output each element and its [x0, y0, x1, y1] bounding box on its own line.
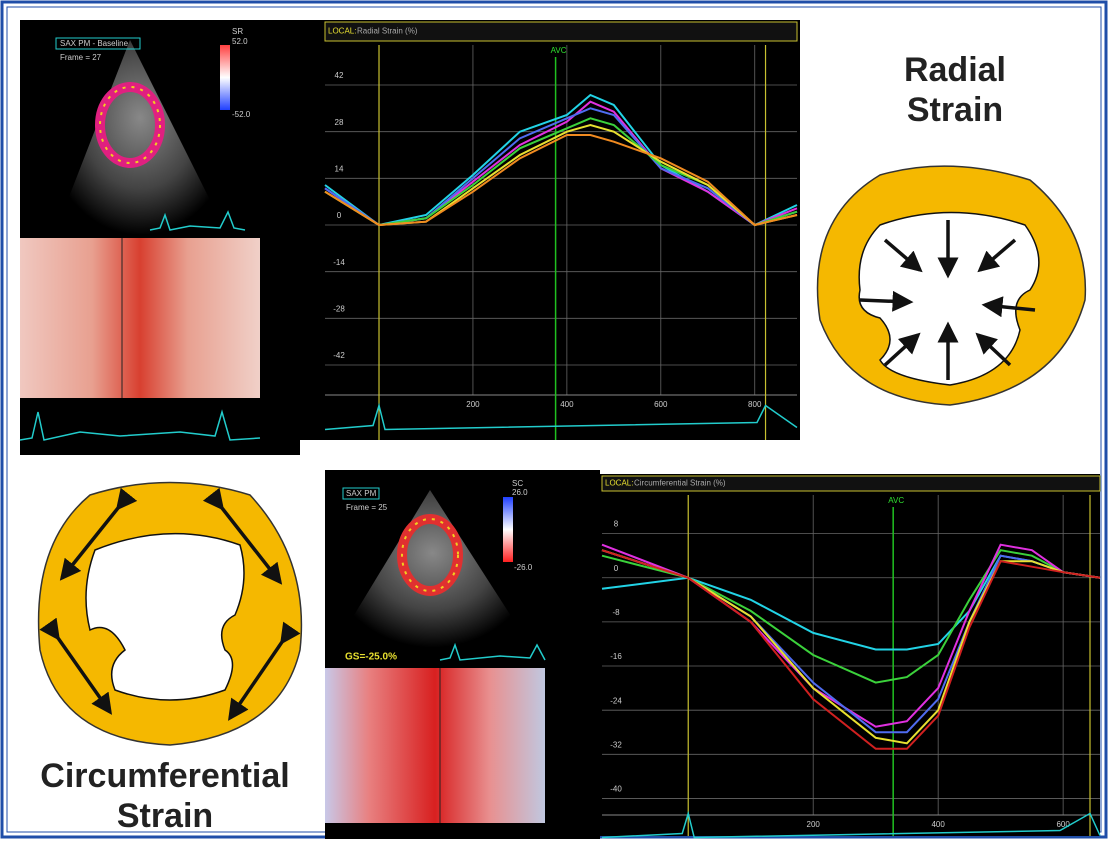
chart-title: Radial Strain (%)	[357, 27, 418, 36]
y-tick-label: -28	[333, 304, 345, 313]
x-tick-label: 600	[654, 400, 668, 409]
frame-label: Frame = 27	[60, 53, 102, 62]
view-label: SAX PM - Baseline	[60, 39, 129, 48]
x-tick-label: 400	[931, 820, 945, 829]
y-tick-label: -32	[610, 740, 622, 749]
y-tick-label: 0	[614, 564, 619, 573]
y-tick-label: 28	[335, 118, 344, 127]
circumferential-diagram: Circumferential Strain	[37, 481, 303, 835]
title-bar	[601, 475, 1101, 492]
y-tick-label: -40	[610, 785, 622, 794]
y-tick-label: -14	[333, 258, 345, 267]
colorbar-min: -52.0	[232, 110, 251, 119]
colorbar-max: 52.0	[232, 37, 248, 46]
y-tick-label: 0	[337, 211, 342, 220]
y-tick-label: 42	[335, 71, 344, 80]
strain-chart: LOCAL: Radial Strain (%) 42 28 14 0 -14 -28 -42 2…	[300, 20, 800, 440]
label: Radial	[904, 51, 1006, 89]
global-strain: GS=-25.0%	[345, 652, 397, 663]
radial-echo-panel: SR 52.0 -52.0 SAX PM - Baseline Frame = …	[19, 20, 300, 455]
chart-title: Circumferential Strain (%)	[634, 479, 726, 488]
x-tick-label: 400	[560, 400, 574, 409]
colorbar-min: -26.0	[514, 563, 533, 572]
chart-background	[600, 474, 1100, 836]
series-line	[601, 549, 1101, 684]
x-tick-label: 600	[1056, 820, 1070, 829]
colorbar-max: 26.0	[512, 488, 528, 497]
avc-label: AVC	[551, 46, 567, 55]
chart-title-prefix: LOCAL:	[605, 479, 633, 488]
y-tick-label: -8	[612, 608, 620, 617]
avc-label: AVC	[888, 496, 904, 505]
circ-echo-panel: SC 26.0 -26.0 SAX PM Frame = 25 GS=-25.0…	[325, 470, 600, 839]
colorbar-title: SC	[512, 479, 523, 488]
series-line	[324, 134, 798, 227]
x-tick-label: 800	[748, 400, 762, 409]
y-tick-label: -42	[333, 351, 345, 360]
frame-label: Frame = 25	[346, 503, 388, 512]
chart-title-prefix: LOCAL:	[328, 27, 356, 36]
series-line	[601, 549, 1101, 745]
x-tick-label: 200	[466, 400, 480, 409]
label: Strain	[907, 91, 1003, 129]
strain-chart: LOCAL: Circumferential Strain (%) 8 0 -8 -16 -…	[600, 474, 1101, 839]
y-tick-label: -16	[610, 652, 622, 661]
x-tick-label: 200	[807, 820, 821, 829]
colorbar-title: SR	[232, 27, 243, 36]
title-bar	[324, 21, 798, 42]
view-label: SAX PM	[346, 489, 377, 498]
y-tick-label: -24	[610, 696, 622, 705]
chart-background	[300, 20, 800, 440]
ecg-trace	[324, 402, 798, 431]
ecg-trace	[601, 810, 1101, 839]
y-tick-label: 14	[335, 164, 344, 173]
y-tick-label: 8	[614, 520, 619, 529]
series-line	[601, 549, 1101, 750]
label: Circumferential	[40, 757, 289, 795]
label: Strain	[117, 797, 213, 835]
radial-diagram: Radial Strain	[816, 51, 1087, 406]
